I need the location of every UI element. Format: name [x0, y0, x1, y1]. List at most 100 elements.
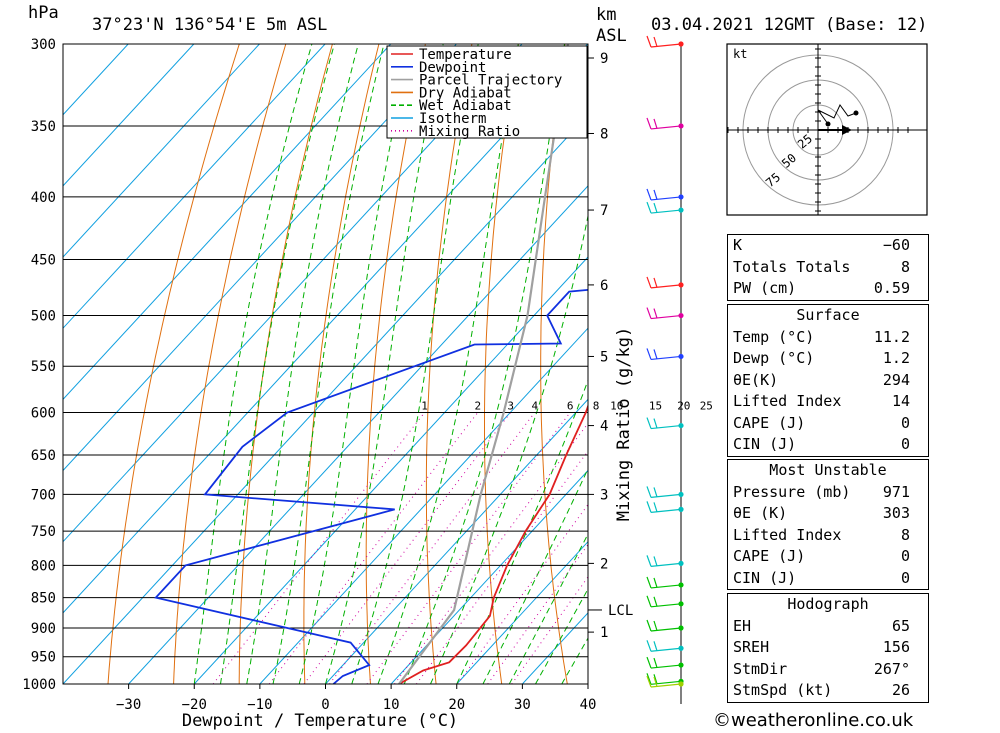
wet-adiabat-line [482, 467, 588, 684]
wind-barb-flag [646, 501, 652, 513]
wind-barb-shaft [650, 647, 682, 652]
credit-link[interactable]: ©weatheronline.co.uk [713, 710, 914, 731]
temperature-line [398, 403, 588, 684]
mixing-ratio-label: 4 [532, 399, 539, 412]
wind-barb-flag [653, 277, 658, 288]
dewpoint-line [154, 288, 588, 684]
km-tick-label: 6 [600, 278, 608, 294]
pressure-tick-label: 550 [31, 359, 56, 375]
wind-barb-shaft [650, 43, 682, 48]
km-tick-label: 4 [600, 419, 608, 435]
isotherm-line [63, 44, 326, 329]
x-tick-label: 30 [514, 697, 531, 713]
wind-barb-shaft [650, 125, 682, 130]
hodograph-unit: kt [733, 47, 747, 61]
mixing-ratio-line [303, 412, 511, 684]
mixing-ratio-label: 20 [677, 399, 690, 412]
wind-barb-flag [653, 556, 658, 567]
pressure-tick-label: 900 [31, 621, 56, 637]
isotherm-line [193, 256, 588, 684]
wind-barb-flag [646, 276, 652, 289]
wind-barb-flag [646, 640, 652, 652]
km-tick-label: 2 [600, 556, 608, 572]
x-axis-title: Dewpoint / Temperature (°C) [182, 711, 458, 731]
wind-barb-shaft [650, 627, 682, 632]
wet-adiabat-line [298, 44, 413, 684]
dry-adiabat-line [984, 44, 1000, 684]
km-tick-label: 1 [600, 625, 608, 641]
mixing-ratio-line [394, 422, 588, 684]
legend-label: Isotherm [419, 111, 486, 127]
wind-barb [646, 640, 684, 652]
wind-barb [646, 619, 684, 632]
x-tick-label: 40 [580, 697, 597, 713]
wet-adiabat-line [535, 587, 588, 684]
wind-barb-shaft [650, 355, 682, 361]
wind-barb-flag [653, 620, 658, 631]
pressure-tick-label: 700 [31, 487, 56, 503]
wind-barb-flag [646, 675, 652, 688]
height-ticks: 1 2 3 4 5 6 7 8 9 LCL [588, 51, 633, 641]
dry-adiabat-line [107, 44, 240, 684]
mixing-ratio-axis-title: Mixing Ratio (g/kg) [614, 327, 634, 521]
mixing-ratio-label: 3 [507, 399, 514, 412]
mixing-ratio-line [511, 576, 588, 684]
mixing-ratio-label: 25 [700, 399, 713, 412]
profiles [154, 44, 588, 684]
dry-adiabat-line [937, 44, 1000, 684]
surface-row: θE(K) 294 [733, 370, 910, 389]
isotherm-line [390, 469, 588, 684]
legend-label: Wet Adiabat [419, 98, 512, 114]
wind-barb-flag [653, 502, 658, 513]
location-label: 37°23'N 136°54'E 5m ASL [92, 15, 327, 35]
surface-table: Surface Temp (°C) 11.2 Dewp (°C) 1.2 θE(K)… [727, 304, 929, 457]
wind-barb [646, 486, 684, 498]
height-unit-bottom: ASL [596, 26, 627, 46]
wet-adiabat-line [325, 44, 444, 684]
wind-barb-flag [646, 555, 652, 567]
wind-barb-flag [646, 348, 652, 360]
temperature-ticks: −30 −20 −10 0 10 20 30 40 [116, 684, 596, 713]
km-tick-label: 9 [600, 51, 608, 67]
wind-barb [646, 555, 684, 567]
surface-row: CIN (J) 0 [733, 435, 910, 453]
legend-label: Temperature [419, 47, 512, 63]
km-tick-label: 7 [600, 203, 608, 219]
wind-barb-shaft [650, 314, 682, 320]
wind-barb-flag [653, 641, 658, 651]
wet-adiabat-line [430, 213, 588, 684]
wind-barb [646, 417, 684, 430]
pressure-tick-label: 800 [31, 558, 56, 574]
pressure-tick-label: 450 [31, 253, 56, 269]
legend-label: Dewpoint [419, 60, 486, 76]
hodograph-point [825, 121, 831, 127]
isotherm-line [63, 44, 392, 401]
wind-barb-flag [646, 595, 652, 608]
wind-barb-shaft [650, 603, 682, 608]
wind-barb-flag [653, 202, 658, 213]
most-unstable-row: Pressure (mb) 971 [733, 482, 910, 501]
wind-barb [646, 201, 684, 214]
isotherm-line [456, 540, 588, 684]
wind-barb [646, 276, 684, 289]
surface-row: Temp (°C) 11.2 [733, 327, 910, 346]
hodograph-point [853, 110, 859, 116]
pressure-unit: hPa [28, 3, 59, 23]
wind-barb [646, 675, 684, 688]
most-unstable-row: θE (K) 303 [733, 504, 910, 522]
x-tick-label: −30 [116, 697, 141, 713]
wind-barb [646, 307, 684, 320]
wind-barb-flag [646, 576, 652, 589]
index-row: K −60 [733, 236, 910, 254]
wind-barb-shaft [650, 493, 682, 498]
mixing-ratio-label: 10 [610, 399, 623, 412]
x-tick-label: 20 [448, 697, 465, 713]
isotherm-line [63, 44, 588, 614]
pressure-tick-label: 850 [31, 591, 56, 607]
wind-barb-shaft [650, 209, 682, 214]
wet-adiabat-line [220, 44, 335, 684]
index-row: Totals Totals 8 [733, 257, 910, 276]
wind-barb-shaft [650, 424, 682, 430]
pressure-tick-label: 400 [31, 190, 56, 206]
km-tick-label: 5 [600, 349, 608, 365]
